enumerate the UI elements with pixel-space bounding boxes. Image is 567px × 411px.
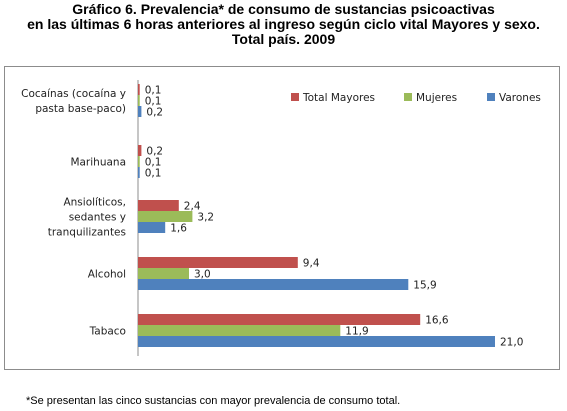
bar-varones: [138, 222, 166, 233]
data-label: 0,1: [145, 85, 162, 97]
data-label: 1,6: [170, 223, 187, 235]
data-label: 11,9: [345, 326, 368, 338]
title-line-1: Gráfico 6. Prevalencia* de consumo de su…: [72, 1, 495, 17]
bar-varones: [138, 279, 409, 290]
bar-mujeres: [138, 95, 140, 106]
legend-label: Mujeres: [416, 92, 457, 104]
bar-total-mayores: [138, 257, 298, 268]
category-label: pasta base-paco): [35, 103, 126, 115]
data-label: 16,6: [425, 315, 449, 327]
data-label: 21,0: [500, 337, 523, 349]
data-label: 0,1: [145, 157, 162, 169]
category-label: Cocaínas (cocaína y: [21, 88, 126, 100]
bar-mujeres: [138, 211, 193, 222]
category-label: Marihuana: [70, 157, 126, 169]
category-label: Alcohol: [88, 269, 126, 281]
bar-varones: [138, 106, 142, 117]
legend-swatch: [487, 93, 495, 101]
data-label: 9,4: [303, 258, 320, 270]
data-label: 2,4: [184, 201, 201, 213]
data-label: 0,1: [145, 96, 162, 108]
bar-varones: [138, 167, 140, 178]
data-label: 0,2: [146, 146, 163, 158]
title-line-2: en las últimas 6 horas anteriores al ing…: [27, 16, 540, 32]
bar-mujeres: [138, 156, 140, 167]
bar-mujeres: [138, 268, 189, 279]
category-label: Tabaco: [89, 326, 126, 338]
data-label: 0,2: [146, 107, 163, 119]
bar-total-mayores: [138, 200, 179, 211]
category-label: sedantes y: [69, 212, 126, 224]
footnote: *Se presentan las cinco sustancias con m…: [26, 395, 401, 407]
legend-swatch: [404, 93, 412, 101]
title-line-3: Total país. 2009: [231, 31, 336, 47]
data-label: 15,9: [413, 280, 436, 292]
data-label: 0,1: [145, 168, 162, 180]
chart-title: Gráfico 6. Prevalencia* de consumo de su…: [0, 2, 567, 47]
bar-mujeres: [138, 325, 341, 336]
legend-label: Varones: [499, 92, 541, 104]
data-label: 3,0: [194, 269, 211, 281]
bar-varones: [138, 336, 495, 347]
legend-label: Total Mayores: [302, 92, 375, 104]
bar-total-mayores: [138, 314, 421, 325]
category-label: Ansiolíticos,: [63, 197, 126, 209]
bar-total-mayores: [138, 84, 140, 95]
data-label: 3,2: [197, 212, 214, 224]
category-label: tranquilizantes: [48, 227, 126, 239]
cut-off-text-row: [86, 371, 536, 377]
bar-total-mayores: [138, 145, 142, 156]
legend-swatch: [291, 93, 299, 101]
